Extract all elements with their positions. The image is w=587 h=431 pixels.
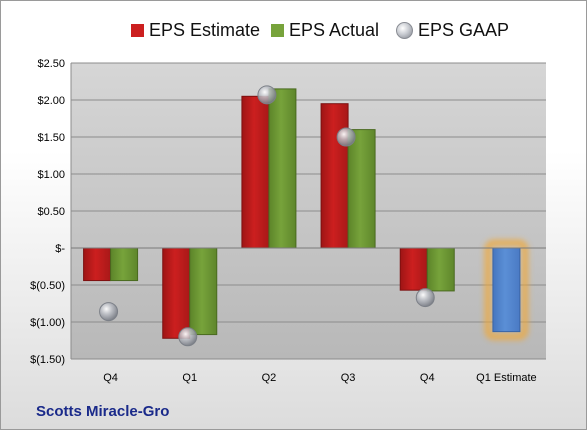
legend-label-actual: EPS Actual: [289, 19, 380, 40]
x-tick-label: Q1 Estimate: [476, 372, 537, 384]
bar-actual: [426, 247, 455, 292]
gaap-bubble: [257, 85, 277, 105]
x-tick-label: Q2: [262, 372, 277, 384]
legend: EPS Estimate EPS Actual EPS GAAP: [1, 15, 587, 45]
legend-bubble-gaap: [396, 21, 413, 39]
company-name: Scotts Miracle-Gro: [36, 403, 170, 420]
legend-item-estimate: EPS Estimate: [131, 15, 260, 45]
y-tick-label: $2.00: [37, 95, 65, 107]
forecast-glow: [484, 239, 529, 341]
bar-actual: [268, 88, 297, 249]
bar-estimate: [241, 95, 270, 249]
bar-estimate: [399, 247, 428, 291]
bar-actual: [110, 247, 139, 282]
x-tick-label: Q4: [420, 372, 435, 384]
y-tick-label: $-: [55, 243, 65, 255]
gaap-bubble: [336, 127, 356, 147]
y-tick-label: $0.50: [37, 206, 65, 218]
y-tick-label: $(1.50): [30, 354, 65, 366]
gaap-bubble: [178, 327, 198, 347]
y-tick-label: $(0.50): [30, 280, 65, 292]
legend-label-estimate: EPS Estimate: [149, 19, 261, 40]
x-tick-label: Q3: [341, 372, 356, 384]
x-tick-label: Q4: [103, 372, 118, 384]
legend-item-actual: EPS Actual: [271, 15, 379, 45]
y-tick-label: $2.50: [37, 58, 65, 70]
gaap-bubble: [99, 302, 119, 322]
bar-estimate: [83, 247, 112, 282]
gaap-bubble: [415, 288, 435, 308]
x-tick-label: Q1: [182, 372, 197, 384]
y-tick-label: $(1.00): [30, 317, 65, 329]
y-tick-label: $1.00: [37, 169, 65, 181]
bar-estimate: [162, 247, 191, 339]
bar-estimate: [492, 247, 521, 333]
legend-swatch-estimate: [131, 23, 144, 37]
legend-item-gaap: EPS GAAP: [396, 15, 509, 45]
legend-swatch-actual: [271, 23, 284, 37]
bar-actual: [189, 247, 218, 336]
bar-estimate: [320, 103, 349, 249]
y-tick-label: $1.50: [37, 132, 65, 144]
bar-actual: [347, 129, 376, 249]
legend-label-gaap: EPS GAAP: [418, 19, 510, 40]
